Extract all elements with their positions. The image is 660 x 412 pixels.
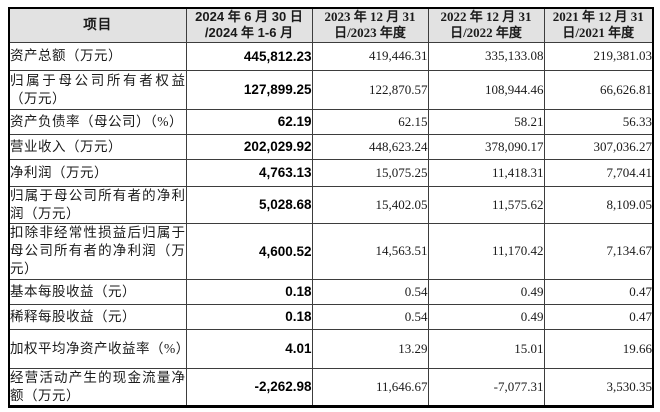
row-label: 营业收入（万元） xyxy=(8,133,187,160)
cell-value-2023: 15,075.25 xyxy=(311,158,429,187)
cell-value-2024: -2,262.98 xyxy=(185,367,313,407)
header-period-line: 2024 年 6 月 30 日 xyxy=(195,9,303,25)
row-label: 净利润（万元） xyxy=(8,158,187,187)
table-row-deducted-net-profit: 扣除非经常性损益后归属于母公司所有者的净利润（万元） 4,600.52 14,5… xyxy=(8,222,654,280)
cell-value-2021: 8,109.05 xyxy=(543,185,654,224)
financial-summary-table: 项目 2024 年 6 月 30 日 /2024 年 1-6 月 2023 年 … xyxy=(8,7,654,408)
cell-value-2022: -7,077.31 xyxy=(427,367,545,407)
row-label: 加权平均净资产收益率（%） xyxy=(8,328,189,369)
row-label: 稀释每股收益（元） xyxy=(8,303,187,330)
cell-value-2024: 62.19 xyxy=(185,108,313,135)
column-header-2024h1: 2024 年 6 月 30 日 /2024 年 1-6 月 xyxy=(185,7,313,43)
cell-value-2021: 7,134.67 xyxy=(543,222,654,280)
table-row-basic-eps: 基本每股收益（元） 0.18 0.54 0.49 0.47 xyxy=(8,278,654,305)
cell-value-2023: 0.54 xyxy=(311,278,429,305)
column-header-2022: 2022 年 12 月 31 日/2022 年度 xyxy=(427,7,545,43)
cell-value-2024: 0.18 xyxy=(185,303,313,330)
cell-value-2024: 4,763.13 xyxy=(185,158,313,187)
row-label: 归属于母公司所有者权益（万元） xyxy=(8,69,187,110)
cell-value-2023: 0.54 xyxy=(311,303,429,330)
header-period-line: /2024 年 1-6 月 xyxy=(204,25,294,41)
row-label: 资产总额（万元） xyxy=(8,41,187,71)
column-header-2021: 2021 年 12 月 31 日/2021 年度 xyxy=(543,7,654,43)
cell-value-2021: 219,381.03 xyxy=(543,41,654,71)
column-header-item: 项目 xyxy=(8,7,187,43)
cell-value-2024: 0.18 xyxy=(185,278,313,305)
table-row-diluted-eps: 稀释每股收益（元） 0.18 0.54 0.49 0.47 xyxy=(8,303,654,330)
row-label: 基本每股收益（元） xyxy=(8,278,187,305)
table-row-operating-cash-flow: 经营活动产生的现金流量净额（万元） -2,262.98 11,646.67 -7… xyxy=(8,367,654,407)
cell-value-2022: 378,090.17 xyxy=(427,133,545,160)
cell-value-2022: 11,418.31 xyxy=(427,158,545,187)
cell-value-2021: 56.33 xyxy=(543,108,654,135)
cell-value-2022: 0.49 xyxy=(427,303,545,330)
row-label: 经营活动产生的现金流量净额（万元） xyxy=(8,367,187,407)
cell-value-2023: 14,563.51 xyxy=(311,222,429,280)
table-row-revenue: 营业收入（万元） 202,029.92 448,623.24 378,090.1… xyxy=(8,133,654,160)
table-row-net-profit: 净利润（万元） 4,763.13 15,075.25 11,418.31 7,7… xyxy=(8,158,654,187)
cell-value-2024: 202,029.92 xyxy=(185,133,313,160)
header-period-line: 2023 年 12 月 31 xyxy=(324,9,416,25)
cell-value-2021: 3,530.35 xyxy=(543,367,654,407)
header-period-line: 2022 年 12 月 31 xyxy=(440,9,532,25)
table-row-parent-net-profit: 归属于母公司所有者的净利润（万元） 5,028.68 15,402.05 11,… xyxy=(8,185,654,224)
cell-value-2023: 419,446.31 xyxy=(311,41,429,71)
cell-value-2021: 0.47 xyxy=(543,303,654,330)
cell-value-2021: 307,036.27 xyxy=(543,133,654,160)
cell-value-2022: 15.01 xyxy=(427,328,545,369)
table-row-weighted-roe: 加权平均净资产收益率（%） 4.01 13.29 15.01 19.66 xyxy=(8,328,654,369)
cell-value-2023: 11,646.67 xyxy=(311,367,429,407)
cell-value-2023: 15,402.05 xyxy=(311,185,429,224)
table-row-total-assets: 资产总额（万元） 445,812.23 419,446.31 335,133.0… xyxy=(8,41,654,71)
cell-value-2022: 335,133.08 xyxy=(427,41,545,71)
cell-value-2023: 13.29 xyxy=(311,328,429,369)
row-label: 归属于母公司所有者的净利润（万元） xyxy=(8,185,187,224)
cell-value-2023: 122,870.57 xyxy=(311,69,429,110)
header-period-line: 日/2021 年度 xyxy=(562,25,635,41)
cell-value-2021: 19.66 xyxy=(543,328,654,369)
cell-value-2024: 5,028.68 xyxy=(185,185,313,224)
cell-value-2024: 4.01 xyxy=(185,328,313,369)
header-period-line: 日/2022 年度 xyxy=(450,25,522,41)
cell-value-2024: 4,600.52 xyxy=(185,222,313,280)
row-label: 扣除非经常性损益后归属于母公司所有者的净利润（万元） xyxy=(8,222,187,280)
cell-value-2022: 108,944.46 xyxy=(427,69,545,110)
row-label: 资产负债率（母公司）（%） xyxy=(8,108,187,135)
cell-value-2021: 7,704.41 xyxy=(543,158,654,187)
cell-value-2024: 445,812.23 xyxy=(185,41,313,71)
table-row-debt-ratio: 资产负债率（母公司）（%） 62.19 62.15 58.21 56.33 xyxy=(8,108,654,135)
cell-value-2022: 0.49 xyxy=(427,278,545,305)
column-header-2023: 2023 年 12 月 31 日/2023 年度 xyxy=(311,7,429,43)
table-row-parent-equity: 归属于母公司所有者权益（万元） 127,899.25 122,870.57 10… xyxy=(8,69,654,110)
cell-value-2023: 62.15 xyxy=(311,108,429,135)
cell-value-2022: 11,575.62 xyxy=(427,185,545,224)
cell-value-2022: 58.21 xyxy=(427,108,545,135)
header-period-line: 日/2023 年度 xyxy=(334,25,406,41)
cell-value-2021: 0.47 xyxy=(543,278,654,305)
cell-value-2024: 127,899.25 xyxy=(185,69,313,110)
header-period-line: 2021 年 12 月 31 xyxy=(552,9,644,25)
cell-value-2021: 66,626.81 xyxy=(543,69,654,110)
header-row: 项目 2024 年 6 月 30 日 /2024 年 1-6 月 2023 年 … xyxy=(8,7,654,43)
cell-value-2023: 448,623.24 xyxy=(311,133,429,160)
cell-value-2022: 11,170.42 xyxy=(427,222,545,280)
